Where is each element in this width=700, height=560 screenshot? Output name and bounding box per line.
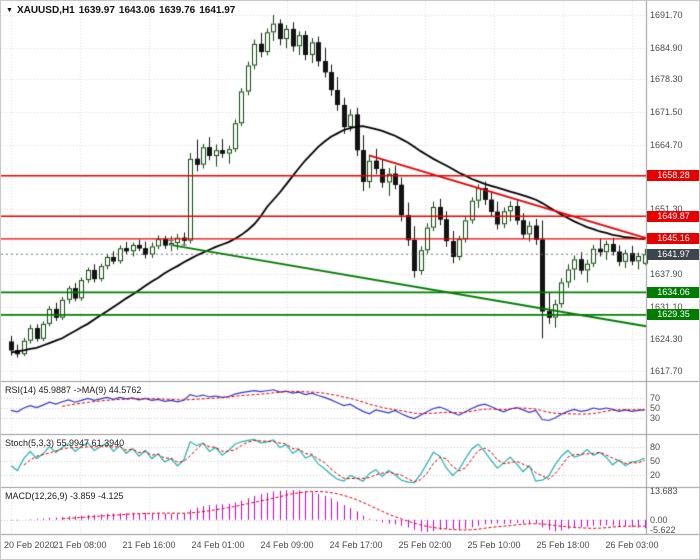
time-axis: 20 Feb 2020 21 Feb 08:00 21 Feb 16:00 24 Fe…: [1, 538, 699, 556]
ohlc-low: 1639.76: [159, 5, 196, 16]
symbol-label: XAUUSD,H1: [16, 5, 75, 16]
ohlc-close: 1641.97: [199, 5, 236, 16]
symbol-marker-icon: ▼: [6, 7, 13, 14]
stoch-indicator-label: Stoch(5,3,3) 55.9947 61.3940: [5, 438, 125, 448]
time-axis-label: 26 Feb 03:00: [605, 540, 659, 550]
ohlc-high: 1643.06: [118, 5, 156, 16]
ohlc-open: 1639.97: [78, 5, 115, 16]
time-axis-label: 25 Feb 18:00: [536, 540, 590, 550]
time-axis-label: 25 Feb 02:00: [398, 540, 452, 550]
time-axis-label: 21 Feb 08:00: [53, 540, 107, 550]
time-axis-label: 20 Feb 2020: [4, 540, 55, 550]
time-axis-label: 24 Feb 01:00: [191, 540, 245, 550]
chart-title: ▼ XAUUSD,H1 1639.97 1643.06 1639.76 1641.97: [6, 5, 239, 16]
time-axis-label: 24 Feb 17:00: [329, 540, 383, 550]
rsi-indicator-label: RSI(14) 45.9887 ->MA(9) 44.5762: [5, 385, 142, 395]
time-axis-label: 21 Feb 16:00: [122, 540, 176, 550]
time-axis-label: 25 Feb 10:00: [467, 540, 521, 550]
time-axis-label: 24 Feb 09:00: [260, 540, 314, 550]
macd-indicator-label: MACD(12,26,9) -3.859 -4.125: [5, 491, 124, 501]
